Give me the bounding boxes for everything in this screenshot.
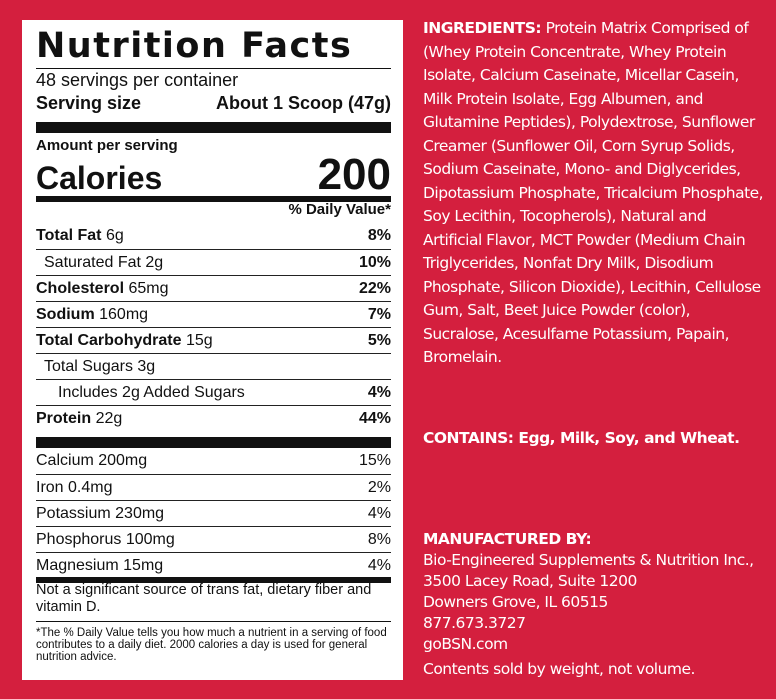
- nutrient-row: Total Fat 6g 8%: [36, 223, 391, 249]
- manufacturer: MANUFACTURED BY: Bio-Engineered Suppleme…: [423, 529, 754, 655]
- daily-value: 8%: [367, 227, 391, 244]
- nutrient: Sodium 160mg: [36, 302, 148, 328]
- name: Magnesium 15mg: [36, 557, 164, 574]
- nutrient-row: Includes 2g Added Sugars 4%: [36, 379, 391, 405]
- daily-value: 2%: [367, 479, 391, 496]
- address-line: Bio-Engineered Supplements & Nutrition I…: [423, 551, 754, 569]
- label: Calories: [36, 160, 163, 196]
- nutrition-panel: Nutrition Facts 48 servings per containe…: [22, 20, 403, 680]
- nutrient: Total Fat 6g: [36, 223, 124, 249]
- not-significant: Not a significant source of trans fat, d…: [36, 582, 372, 615]
- name: Total Fat: [36, 227, 102, 244]
- nutrient-row: Total Carbohydrate 15g 5%: [36, 327, 391, 353]
- amount-per-serving: Amount per serving: [36, 137, 178, 154]
- daily-value: 4%: [367, 505, 391, 522]
- amount: 15g: [185, 332, 213, 349]
- address-line: 3500 Lacey Road, Suite 1200: [423, 572, 637, 590]
- ingredients: INGREDIENTS: Protein Matrix Comprised of…: [423, 17, 768, 370]
- mineral-row: Phosphorus 100mg 8%: [36, 526, 391, 552]
- title: Nutrition Facts: [36, 26, 353, 66]
- value: About 1 Scoop (47g): [216, 93, 391, 113]
- name: Total Carbohydrate: [36, 332, 182, 349]
- calories: Calories 200: [36, 150, 391, 200]
- info: INGREDIENTS: Protein Matrix Comprised of…: [423, 17, 768, 678]
- amount: 65mg: [128, 280, 169, 297]
- name: Iron 0.4mg: [36, 479, 113, 496]
- name: Phosphorus 100mg: [36, 531, 175, 548]
- amount: 6g: [105, 227, 124, 244]
- daily-value: 10%: [358, 254, 391, 271]
- note: Contents sold by weight, not volume.: [423, 660, 696, 678]
- daily-value: 7%: [367, 306, 391, 323]
- nutrient-row: Protein 22g 44%: [36, 405, 391, 431]
- value: 200: [317, 150, 391, 199]
- daily-value: 15%: [358, 452, 391, 469]
- amount: 160mg: [99, 306, 149, 323]
- label: Serving size: [36, 93, 142, 113]
- text: Protein Matrix Comprised of (Whey Protei…: [423, 19, 764, 366]
- name: Calcium 200mg: [36, 452, 148, 469]
- label: MANUFACTURED BY:: [423, 530, 592, 548]
- nutrient-row: Cholesterol 65mg 22%: [36, 275, 391, 301]
- daily-value: 22%: [358, 280, 391, 297]
- mineral-row: Magnesium 15mg 4%: [36, 552, 391, 578]
- name: Total Sugars 3g: [44, 358, 156, 375]
- nutrient: Total Carbohydrate 15g: [36, 328, 213, 354]
- nutrient: Total Sugars 3g: [36, 354, 155, 380]
- name: Cholesterol: [36, 280, 125, 297]
- dv-header: % Daily Value*: [288, 201, 391, 218]
- address-line: 877.673.3727: [423, 614, 526, 632]
- name: Protein: [36, 410, 92, 427]
- daily-value: 4%: [367, 384, 391, 401]
- address-line: goBSN.com: [423, 635, 508, 653]
- nutrient: Protein 22g: [36, 406, 122, 432]
- label: INGREDIENTS:: [423, 19, 542, 37]
- daily-value: 44%: [358, 410, 391, 427]
- mineral-row: Potassium 230mg 4%: [36, 500, 391, 526]
- daily-value: 4%: [367, 557, 391, 574]
- nutrient-row: Saturated Fat 2g 10%: [36, 249, 391, 275]
- contains: CONTAINS: Egg, Milk, Soy, and Wheat.: [423, 429, 740, 447]
- footnote: *The % Daily Value tells you how much a …: [36, 627, 387, 663]
- mineral-row: Iron 0.4mg 2%: [36, 474, 391, 500]
- name: Sodium: [36, 306, 95, 323]
- nutrient: Cholesterol 65mg: [36, 276, 169, 302]
- nutrient-row: Total Sugars 3g: [36, 353, 391, 379]
- address-line: Downers Grove, IL 60515: [423, 593, 608, 611]
- amount: 22g: [95, 410, 123, 427]
- nutrient: Saturated Fat 2g: [36, 250, 163, 276]
- daily-value: 8%: [367, 531, 391, 548]
- servings: 48 servings per container: [36, 70, 239, 90]
- nutrient: Includes 2g Added Sugars: [36, 380, 245, 406]
- daily-value: 5%: [367, 332, 391, 349]
- nutrient-row: Sodium 160mg 7%: [36, 301, 391, 327]
- name: Potassium 230mg: [36, 505, 165, 522]
- mineral-row: Calcium 200mg 15%: [36, 448, 391, 474]
- serving-size: Serving size About 1 Scoop (47g): [36, 93, 391, 114]
- name: Saturated Fat 2g: [44, 254, 164, 271]
- name: Includes 2g Added Sugars: [58, 384, 245, 401]
